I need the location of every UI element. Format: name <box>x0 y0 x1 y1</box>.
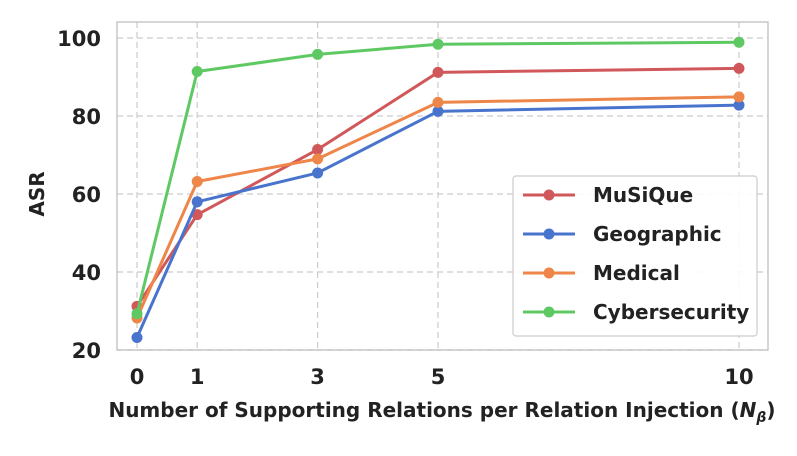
y-axis-label: ASR <box>25 171 49 216</box>
data-point <box>312 144 324 156</box>
data-point <box>432 105 444 117</box>
legend-swatch-marker <box>543 228 555 240</box>
legend-label: MuSiQue <box>593 183 693 207</box>
series-medical <box>131 91 745 324</box>
data-point <box>733 36 745 48</box>
series-cybersecurity <box>131 36 745 320</box>
legend-item-medical: Medical <box>523 261 680 285</box>
legend-label: Medical <box>593 261 680 285</box>
data-point <box>312 48 324 60</box>
y-tick-label: 100 <box>57 27 101 51</box>
data-point <box>733 91 745 103</box>
data-point <box>432 66 444 78</box>
x-axis-label-text: Number of Supporting Relations per Relat… <box>108 398 739 422</box>
legend-box <box>512 175 758 337</box>
data-point <box>191 66 203 78</box>
data-point <box>131 332 143 344</box>
data-point <box>432 38 444 50</box>
y-tick-label: 20 <box>72 339 101 363</box>
legend-label: Cybersecurity <box>593 300 749 324</box>
data-point <box>432 96 444 108</box>
legend-item-geographic: Geographic <box>523 222 722 246</box>
x-tick-label: 5 <box>431 365 446 389</box>
x-axis-label-close: ) <box>766 398 775 422</box>
series-geographic <box>131 99 745 344</box>
legend-swatch-marker <box>543 189 555 201</box>
data-point <box>733 99 745 111</box>
data-point <box>191 196 203 208</box>
legend-swatch-marker <box>543 306 555 318</box>
y-tick-label: 40 <box>72 261 101 285</box>
y-tick-label: 80 <box>72 105 101 129</box>
data-point <box>191 176 203 188</box>
x-tick-label: 3 <box>310 365 325 389</box>
axis-ticks: 0 1 3 5 10 20 40 60 80 100 <box>57 27 753 389</box>
data-point <box>312 153 324 165</box>
series-lines <box>131 36 745 344</box>
legend: MuSiQue Geographic Medical Cybersecurity <box>512 175 758 337</box>
x-axis-label: Number of Supporting Relations per Relat… <box>108 398 775 426</box>
x-tick-label: 0 <box>130 365 145 389</box>
x-tick-label: 1 <box>190 365 205 389</box>
legend-item-cybersecurity: Cybersecurity <box>523 300 749 324</box>
data-point <box>131 308 143 320</box>
data-point <box>191 209 203 221</box>
x-axis-label-symbol: N <box>740 398 757 422</box>
plot-frame <box>116 21 769 351</box>
data-point <box>733 62 745 74</box>
data-point <box>312 167 324 179</box>
legend-swatch-marker <box>543 267 555 279</box>
y-tick-label: 60 <box>72 183 101 207</box>
x-tick-label: 10 <box>724 365 753 389</box>
legend-label: Geographic <box>593 222 722 246</box>
legend-item-musique: MuSiQue <box>523 183 693 207</box>
x-axis-label-subscript: β <box>755 410 766 426</box>
